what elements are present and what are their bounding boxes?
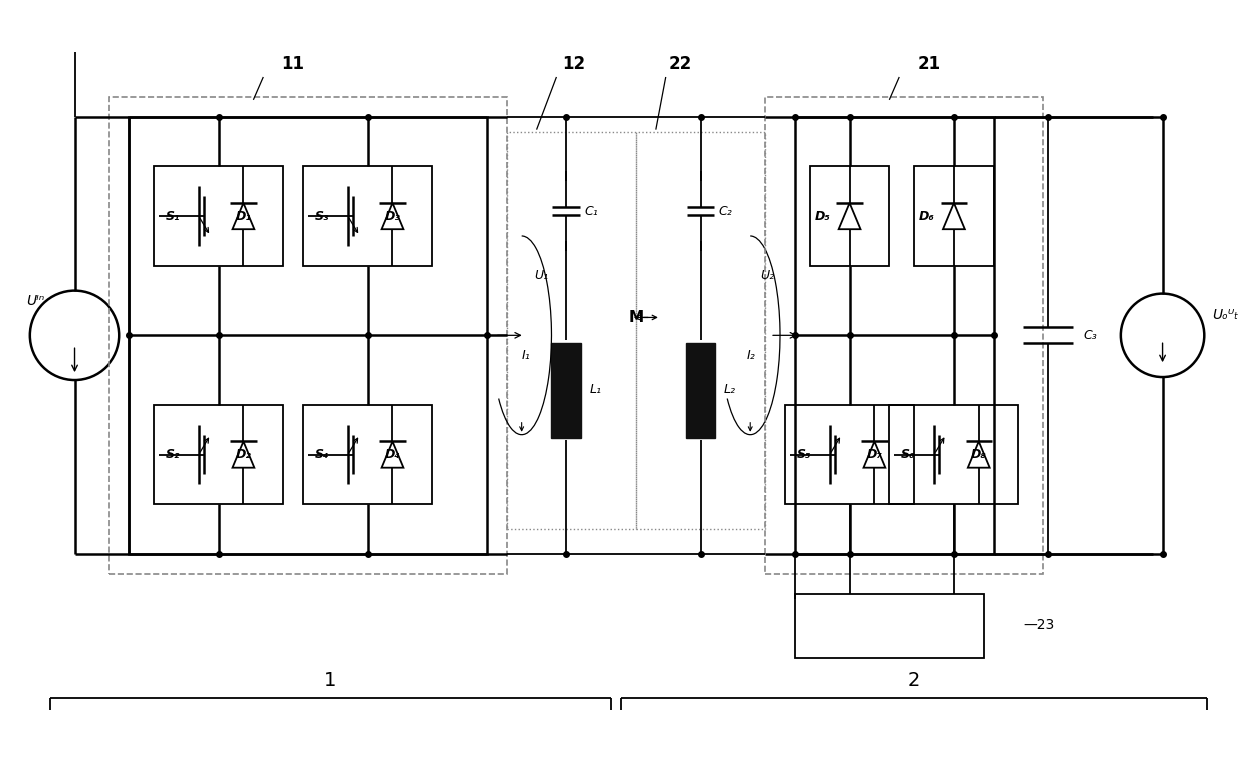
Text: C₁: C₁ bbox=[584, 205, 598, 218]
Text: 1: 1 bbox=[324, 671, 336, 689]
Text: D₁: D₁ bbox=[236, 209, 252, 222]
Text: S₄: S₄ bbox=[315, 448, 330, 461]
Polygon shape bbox=[863, 442, 885, 468]
Text: C₃: C₃ bbox=[1083, 329, 1097, 342]
Text: D₆: D₆ bbox=[919, 209, 935, 222]
Bar bbox=[785, 405, 914, 504]
Text: S₂: S₂ bbox=[166, 448, 181, 461]
Polygon shape bbox=[838, 203, 861, 229]
Bar bbox=[914, 167, 993, 266]
Text: D₅: D₅ bbox=[815, 209, 831, 222]
Text: 22: 22 bbox=[670, 55, 692, 73]
Polygon shape bbox=[967, 442, 990, 468]
Bar bbox=[889, 405, 1018, 504]
Text: S₁: S₁ bbox=[166, 209, 181, 222]
Bar bbox=[303, 167, 433, 266]
Polygon shape bbox=[382, 442, 403, 468]
Text: L₁: L₁ bbox=[589, 384, 601, 397]
Text: U₁: U₁ bbox=[534, 269, 549, 283]
Text: D₇: D₇ bbox=[867, 448, 883, 461]
Text: M: M bbox=[629, 310, 644, 325]
Text: C₂: C₂ bbox=[718, 205, 732, 218]
Text: D₄: D₄ bbox=[384, 448, 401, 461]
Text: 11: 11 bbox=[281, 55, 305, 73]
Text: D₃: D₃ bbox=[384, 209, 401, 222]
Bar bbox=[686, 344, 715, 438]
Text: Uₒᵁₜ: Uₒᵁₜ bbox=[1213, 309, 1239, 323]
Circle shape bbox=[30, 290, 119, 380]
Text: —23: —23 bbox=[1023, 618, 1055, 632]
Text: I₁: I₁ bbox=[522, 349, 531, 362]
Polygon shape bbox=[233, 442, 254, 468]
Bar bbox=[795, 117, 993, 554]
Polygon shape bbox=[942, 203, 965, 229]
Text: S₆: S₆ bbox=[901, 448, 915, 461]
Text: 2: 2 bbox=[908, 671, 920, 689]
Text: 12: 12 bbox=[562, 55, 585, 73]
Text: D₈: D₈ bbox=[971, 448, 987, 461]
Polygon shape bbox=[382, 203, 403, 229]
Bar bbox=[109, 96, 507, 574]
Text: L₂: L₂ bbox=[723, 384, 735, 397]
Bar bbox=[129, 117, 487, 554]
Text: I₂: I₂ bbox=[746, 349, 755, 362]
Bar bbox=[795, 594, 983, 659]
Text: D₂: D₂ bbox=[236, 448, 252, 461]
Bar bbox=[303, 405, 433, 504]
Bar bbox=[154, 167, 283, 266]
Bar bbox=[507, 131, 636, 529]
Bar bbox=[810, 167, 889, 266]
Text: 21: 21 bbox=[918, 55, 941, 73]
Circle shape bbox=[1121, 293, 1204, 377]
Bar bbox=[154, 405, 283, 504]
Text: U₂: U₂ bbox=[760, 269, 774, 283]
Text: S₅: S₅ bbox=[797, 448, 811, 461]
Bar bbox=[765, 96, 1043, 574]
Polygon shape bbox=[233, 203, 254, 229]
Text: S₃: S₃ bbox=[315, 209, 330, 222]
Text: Uᴵⁿ: Uᴵⁿ bbox=[26, 293, 45, 307]
Bar bbox=[552, 344, 582, 438]
Bar bbox=[636, 131, 765, 529]
